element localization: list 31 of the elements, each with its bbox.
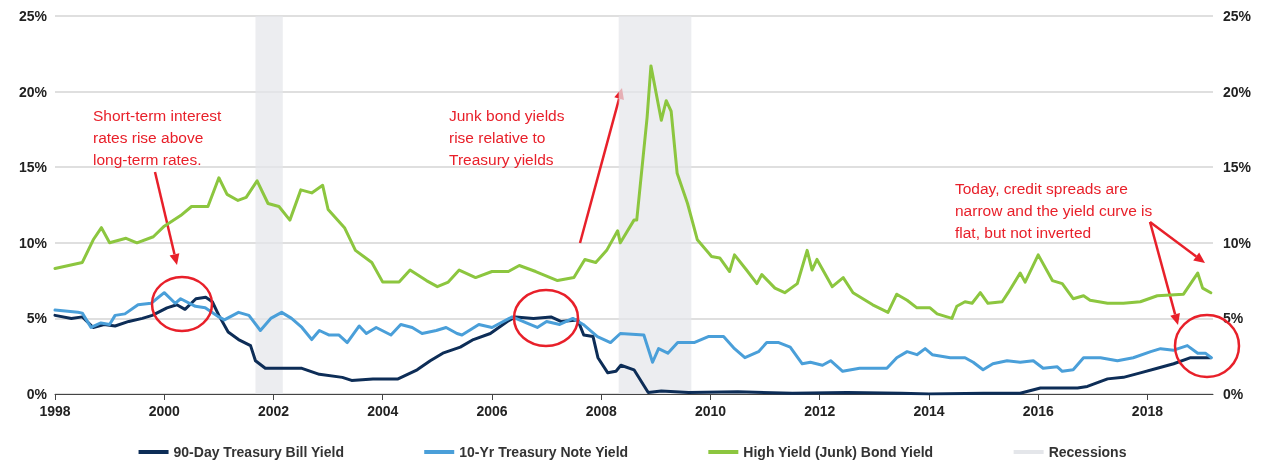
legend-label: High Yield (Junk) Bond Yield bbox=[743, 444, 934, 460]
x-tick-label: 2012 bbox=[804, 403, 836, 419]
y-tick-label: 10% bbox=[18, 234, 48, 251]
x-tick-label: 2004 bbox=[367, 403, 399, 419]
y2-tick-label: 20% bbox=[1223, 83, 1252, 100]
legend-label: 90-Day Treasury Bill Yield bbox=[173, 444, 344, 460]
legend-label: Recessions bbox=[1048, 444, 1127, 460]
y-tick-label: 0% bbox=[26, 386, 48, 402]
annotation: Short-term interest rates rise above long-term rates. bbox=[93, 106, 223, 168]
line-series bbox=[53, 64, 1213, 320]
y2-tick-label: 0% bbox=[1223, 386, 1244, 402]
y-tick-label: 20% bbox=[18, 83, 48, 100]
line-series bbox=[53, 291, 1213, 373]
x-tick-label: 2000 bbox=[148, 403, 181, 419]
y-tick-label: 5% bbox=[26, 310, 48, 327]
legend-label: 10-Yr Treasury Note Yield bbox=[459, 444, 629, 460]
annotation: Junk bond yields rise relative to Treasury yields bbox=[449, 106, 565, 168]
x-tick-label: 2008 bbox=[585, 403, 618, 419]
x-tick-label: 2006 bbox=[476, 403, 508, 419]
x-tick-label: 2010 bbox=[694, 403, 727, 419]
y2-tick-label: 25% bbox=[1223, 8, 1252, 24]
x-tick-label: 1998 bbox=[39, 403, 71, 419]
y2-tick-label: 10% bbox=[1223, 234, 1252, 251]
x-tick-label: 2002 bbox=[257, 403, 290, 419]
annotation: Today, credit spreads are narrow and the yield curve is flat, but not inverted bbox=[955, 179, 1153, 241]
y2-tick-label: 15% bbox=[1223, 159, 1252, 176]
y-tick-label: 15% bbox=[18, 159, 48, 176]
x-tick-label: 2016 bbox=[1022, 403, 1054, 419]
x-tick-label: 2018 bbox=[1131, 403, 1164, 419]
y-tick-label: 25% bbox=[18, 8, 48, 24]
x-tick-label: 2014 bbox=[913, 403, 945, 419]
